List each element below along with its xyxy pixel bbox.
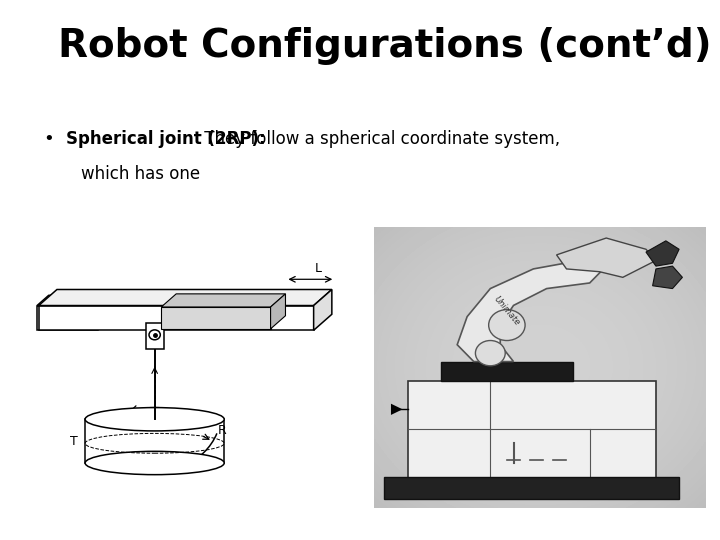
Polygon shape <box>646 241 679 266</box>
Polygon shape <box>391 404 402 415</box>
FancyBboxPatch shape <box>145 323 163 349</box>
Polygon shape <box>457 260 606 362</box>
Polygon shape <box>161 307 271 329</box>
Polygon shape <box>39 289 332 306</box>
Ellipse shape <box>85 451 224 475</box>
Circle shape <box>149 330 161 340</box>
Polygon shape <box>37 295 110 306</box>
Polygon shape <box>37 306 99 330</box>
Text: Spherical joint (2RP):: Spherical joint (2RP): <box>66 130 266 147</box>
FancyBboxPatch shape <box>408 381 656 480</box>
Text: T: T <box>70 435 77 448</box>
Circle shape <box>489 309 525 341</box>
Polygon shape <box>39 306 314 330</box>
Text: L: L <box>315 262 322 275</box>
Text: R: R <box>218 424 227 437</box>
Polygon shape <box>161 294 285 307</box>
Polygon shape <box>314 289 332 330</box>
Polygon shape <box>652 266 683 288</box>
Ellipse shape <box>85 408 224 431</box>
Polygon shape <box>271 294 285 329</box>
Text: •: • <box>43 130 54 147</box>
Text: Unimate: Unimate <box>492 295 522 327</box>
Text: They follow a spherical coordinate system,: They follow a spherical coordinate syste… <box>199 130 561 147</box>
Text: which has one: which has one <box>81 165 199 183</box>
Polygon shape <box>384 477 679 499</box>
Circle shape <box>475 341 505 366</box>
Text: Robot Configurations (cont’d): Robot Configurations (cont’d) <box>58 27 711 65</box>
Polygon shape <box>557 238 656 278</box>
Polygon shape <box>441 362 573 381</box>
